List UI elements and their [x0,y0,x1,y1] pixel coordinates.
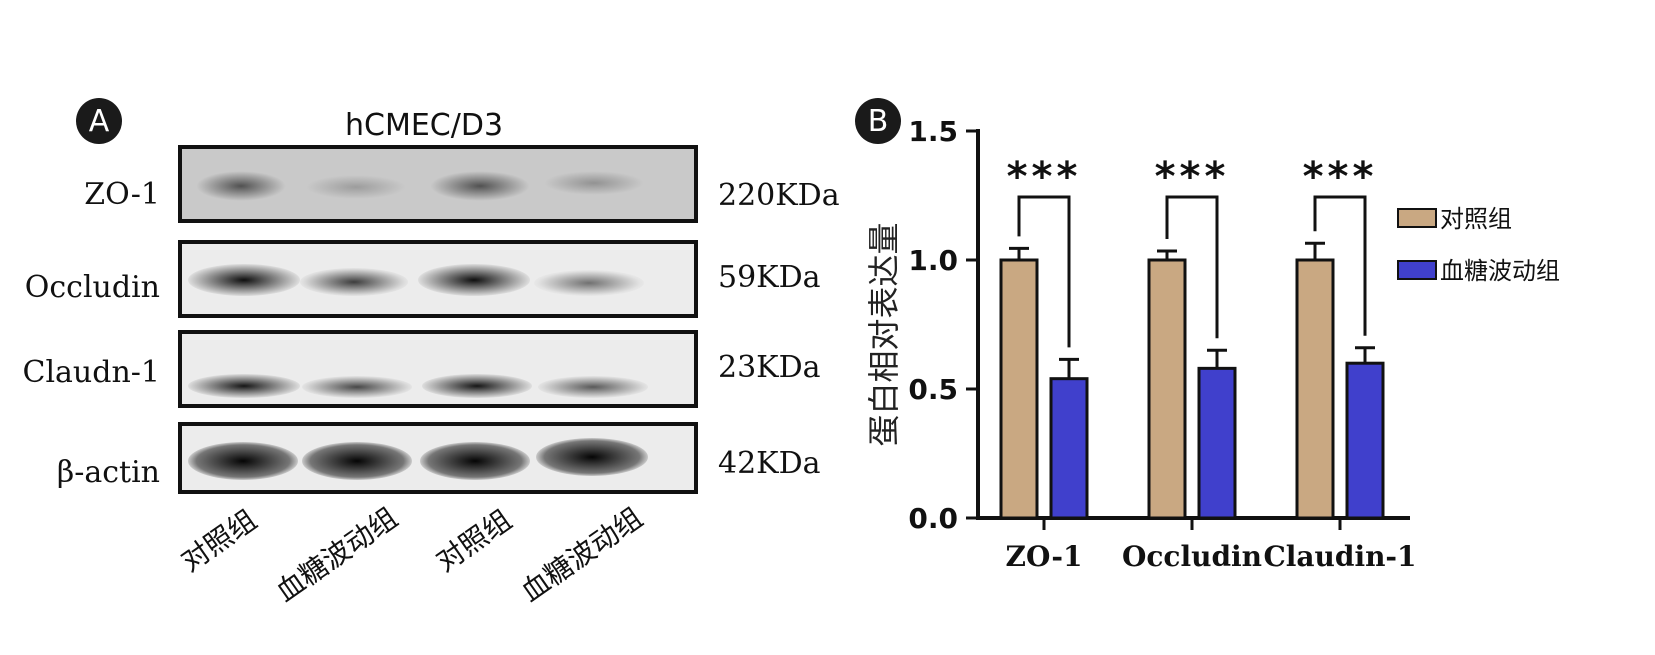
significance-bracket [1017,195,1071,348]
blot-actin [178,422,698,494]
bar [1049,377,1089,520]
kda-label-actin: 42KDa [718,446,821,481]
kda-label-claudin: 23KDa [718,350,821,385]
y-tick-label: 0.5 [908,373,958,406]
y-tick-label: 1.5 [908,115,958,148]
blot-zo1 [178,145,698,223]
row-label-claudin: Claudn-1 [22,355,160,390]
kda-label-zo1: 220KDa [718,178,840,213]
y-tick-label: 0.0 [908,502,958,535]
cell-line-title: hCMEC/D3 [345,108,504,143]
blot-claudin [178,330,698,408]
y-axis-label: 蛋白相对表达量 [865,222,903,446]
significance-bracket [1165,195,1219,339]
significance-label: *** [1155,154,1230,200]
legend-swatch [1397,208,1437,228]
bar [1345,361,1385,520]
x-tick-label: Occludin [1122,540,1262,573]
kda-label-occludin: 59KDa [718,260,821,295]
x-tick-label: Claudin-1 [1263,540,1416,573]
bar [1197,366,1237,520]
y-tick-label: 1.0 [908,244,958,277]
row-label-occludin: Occludin [24,270,160,305]
bar [1147,258,1187,520]
bar [999,258,1039,520]
row-label-actin: β-actin [56,455,160,490]
panel-a-badge: A [76,98,122,144]
bar [1295,258,1335,520]
legend-swatch [1397,260,1437,280]
x-tick-label: ZO-1 [1006,540,1083,573]
row-label-zo1: ZO-1 [84,177,160,212]
legend-label: 血糖波动组 [1440,257,1560,285]
legend-label: 对照组 [1440,205,1512,233]
significance-label: *** [1303,154,1378,200]
blot-occludin [178,240,698,318]
significance-bracket [1313,195,1367,336]
panel-b-badge: B [855,98,901,144]
significance-label: *** [1007,154,1082,200]
